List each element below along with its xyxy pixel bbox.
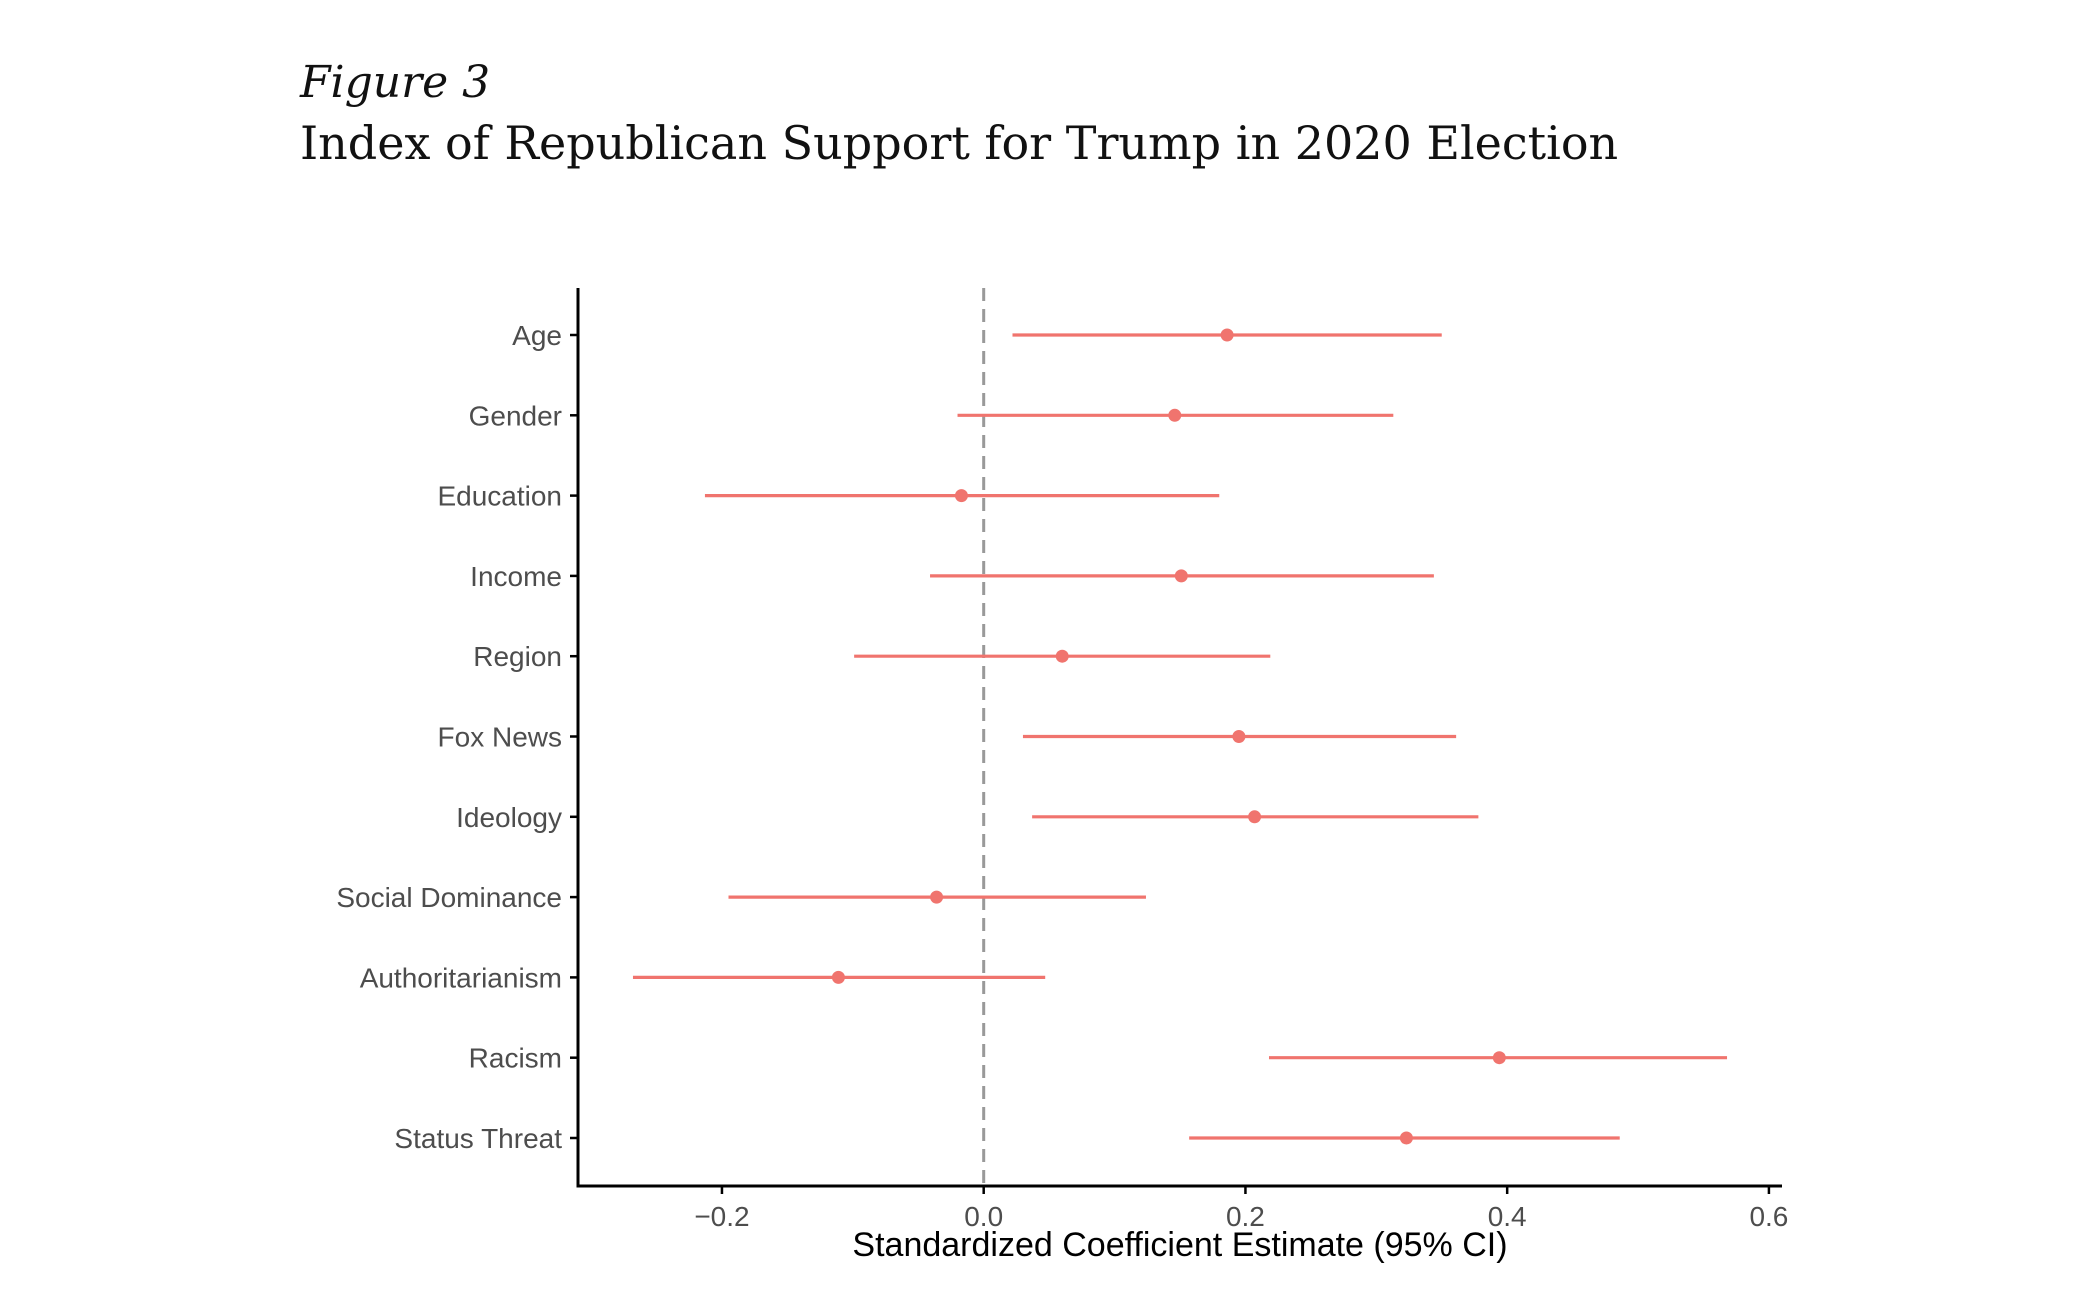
y-tick-label: Region bbox=[473, 641, 562, 672]
y-tick-label: Status Threat bbox=[394, 1123, 562, 1154]
figure-header: Figure 3 Index of Republican Support for… bbox=[300, 56, 1618, 172]
y-tick-label: Racism bbox=[469, 1043, 562, 1074]
point-estimate-age bbox=[1220, 328, 1234, 342]
x-axis-title: Standardized Coefficient Estimate (95% C… bbox=[852, 1226, 1507, 1264]
point-estimate-gender bbox=[1168, 408, 1182, 422]
y-tick-label: Fox News bbox=[438, 722, 562, 753]
point-estimate-authoritarianism bbox=[831, 970, 845, 984]
axes-layer: Age Gender Education Income Region Fox News Id… bbox=[336, 288, 1788, 1232]
x-tick-label: 0.6 bbox=[1749, 1201, 1788, 1232]
point-estimate-racism bbox=[1492, 1051, 1506, 1065]
x-tick-label: 0.0 bbox=[964, 1201, 1003, 1232]
y-tick-label: Ideology bbox=[456, 802, 562, 833]
point-estimate-income bbox=[1174, 569, 1188, 583]
x-tick-label: 0.2 bbox=[1226, 1201, 1265, 1232]
x-tick-label: 0.4 bbox=[1488, 1201, 1527, 1232]
x-tick-label: −0.2 bbox=[694, 1201, 749, 1232]
point-estimate-status-threat bbox=[1399, 1131, 1413, 1145]
y-tick-label: Social Dominance bbox=[336, 882, 562, 913]
y-tick-label: Education bbox=[437, 481, 562, 512]
point-estimate-social-dominance bbox=[930, 890, 944, 904]
figure-title: Index of Republican Support for Trump in… bbox=[300, 116, 1619, 170]
y-tick-label: Income bbox=[470, 561, 562, 592]
estimates-layer bbox=[632, 328, 1728, 1145]
point-estimate-education bbox=[954, 489, 968, 503]
y-tick-label: Gender bbox=[469, 400, 562, 431]
point-estimate-ideology bbox=[1248, 810, 1262, 824]
figure-label: Figure 3 bbox=[300, 57, 491, 108]
y-tick-label: Authoritarianism bbox=[360, 962, 562, 993]
point-estimate-region bbox=[1055, 649, 1069, 663]
point-estimate-fox-news bbox=[1232, 730, 1246, 743]
y-tick-label: Age bbox=[512, 320, 562, 351]
